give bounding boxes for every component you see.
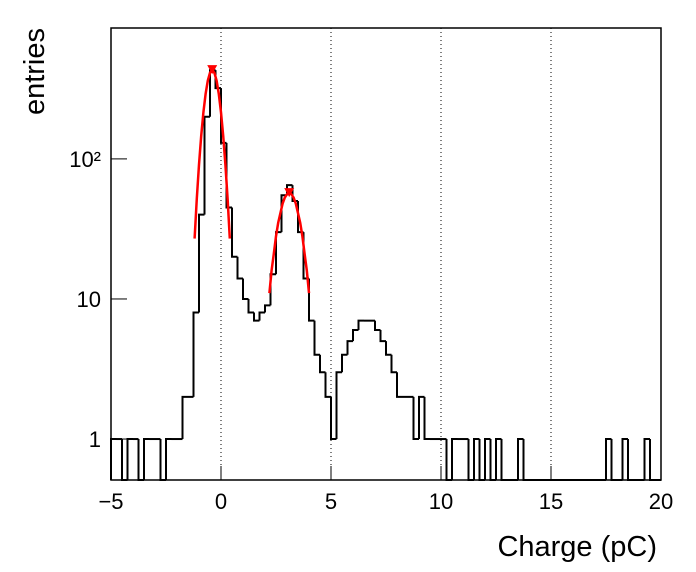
- histogram-bin: [357, 319, 364, 331]
- histogram-bin: [396, 372, 403, 398]
- histogram-bin: [324, 372, 331, 398]
- histogram-bin: [247, 298, 254, 314]
- histogram-bin: [621, 438, 628, 480]
- histogram-bin: [374, 320, 381, 332]
- histogram-bin: [236, 256, 243, 280]
- histogram-bin: [412, 396, 419, 441]
- y-tick-label: 10²: [69, 147, 101, 172]
- histogram-bin: [352, 329, 359, 342]
- histogram-bin: [258, 311, 265, 321]
- histogram-bin: [517, 438, 524, 480]
- histogram-bin: [319, 354, 326, 374]
- histogram-bin: [390, 354, 397, 374]
- histogram-bin: [605, 438, 612, 480]
- histogram-bin: [192, 311, 199, 397]
- y-axis-label: entries: [19, 28, 51, 115]
- histogram-bin: [143, 438, 150, 480]
- x-axis-label: Charge (pC): [497, 531, 657, 563]
- x-tick-label: 5: [325, 489, 337, 514]
- x-tick-label: 15: [539, 489, 563, 514]
- x-tick-label: 20: [649, 489, 673, 514]
- histogram-bin: [198, 213, 205, 313]
- histogram-bin: [423, 396, 430, 441]
- histogram-bin: [385, 341, 392, 356]
- histogram-bin: [313, 320, 320, 356]
- histogram-bin: [330, 396, 337, 441]
- histogram-bin: [495, 438, 502, 480]
- histogram-bin: [341, 353, 348, 373]
- histogram-bin: [264, 304, 271, 313]
- histogram-bin: [126, 438, 133, 480]
- histogram-bin: [484, 438, 491, 480]
- y-tick-label: 10: [77, 287, 101, 312]
- peak-marker: [284, 188, 295, 198]
- x-tick-label: 10: [429, 489, 453, 514]
- histogram-bin: [643, 438, 650, 480]
- histogram-bin: [242, 278, 249, 300]
- histogram-bin: [418, 395, 425, 440]
- histogram-bin: [473, 438, 480, 480]
- histogram-bin: [181, 395, 188, 440]
- x-tick-label: 0: [215, 489, 227, 514]
- histogram-bin: [253, 312, 260, 322]
- y-tick-label: 1: [89, 427, 101, 452]
- histogram-bin: [451, 438, 458, 480]
- histogram-bin: [346, 340, 353, 355]
- peak-marker: [207, 65, 218, 75]
- histogram-bin: [165, 438, 172, 480]
- histogram-bin: [231, 207, 238, 258]
- histogram-bin: [379, 330, 386, 343]
- histogram-bin: [203, 115, 210, 215]
- plot-frame: [110, 27, 662, 481]
- histogram-bin: [335, 371, 342, 440]
- x-tick-label: −5: [98, 489, 123, 514]
